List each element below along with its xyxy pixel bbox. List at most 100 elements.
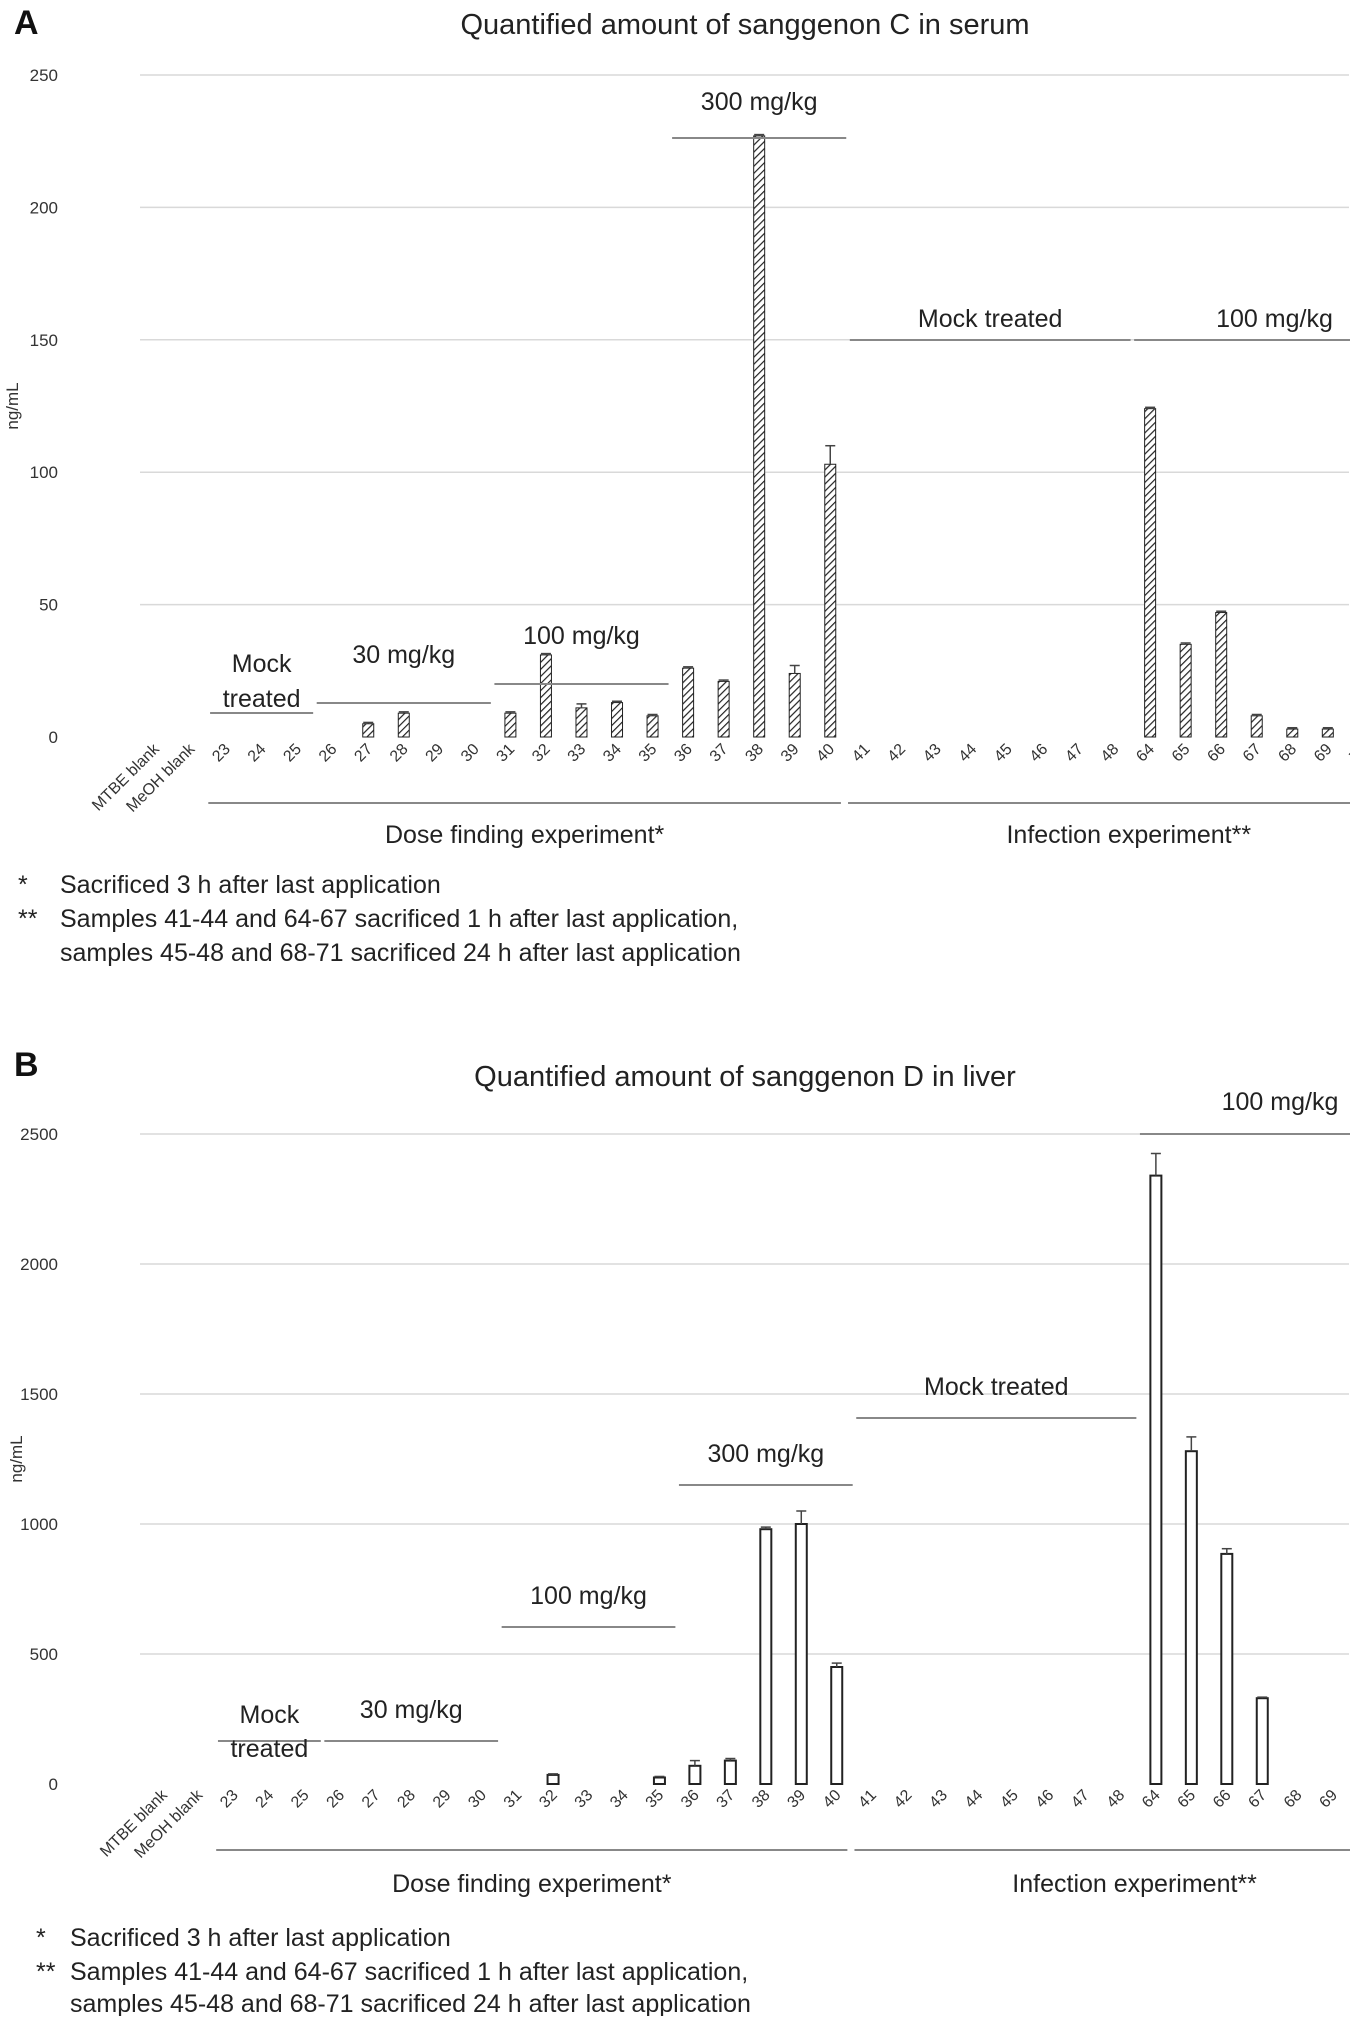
x-tick-label: 45 [991, 741, 1016, 766]
footnote-mark: * [36, 1924, 46, 1952]
footnote-text: samples 45-48 and 68-71 sacrificed 24 h … [60, 939, 741, 967]
x-tick-label: 36 [678, 1787, 703, 1812]
x-tick-label: 66 [1210, 1787, 1235, 1812]
bar-65 [1179, 643, 1192, 738]
group-label: 100 mg/kg [1222, 1088, 1339, 1116]
y-tick-label: 1500 [20, 1385, 58, 1404]
y-tick-label: 2500 [20, 1125, 58, 1144]
footnote-mark: * [18, 871, 28, 899]
bar-37 [723, 1759, 737, 1785]
y-tick-label: 500 [30, 1645, 58, 1664]
bar-36 [682, 667, 695, 738]
x-tick-label: 44 [956, 741, 981, 766]
x-tick-label: 69 [1311, 741, 1336, 766]
bar-66 [1220, 1552, 1234, 1786]
x-tick-label: 38 [749, 1787, 774, 1812]
x-tick-label: 70 [1347, 741, 1350, 766]
y-tick-label: 0 [49, 1775, 58, 1794]
bar-69 [1321, 728, 1334, 738]
x-tick-label: 37 [714, 1787, 739, 1812]
x-tick-label: 28 [394, 1787, 419, 1812]
bar-39 [788, 672, 801, 738]
x-tick-label: 31 [501, 1787, 526, 1812]
x-tick-label: 23 [209, 741, 234, 766]
x-tick-label: 35 [643, 1787, 668, 1812]
footnote-text: Samples 41-44 and 64-67 sacrificed 1 h a… [70, 1958, 748, 1986]
bar-38 [759, 1528, 773, 1786]
x-tick-label: 31 [494, 741, 519, 766]
x-tick-label: 29 [430, 1787, 455, 1812]
x-tick-label: 67 [1240, 741, 1265, 766]
x-tick-label: 33 [572, 1787, 597, 1812]
y-axis-label: ng/mL [7, 1435, 26, 1482]
panel-b: B Quantified amount of sanggenon D in liv… [0, 1010, 1350, 2018]
x-tick-label: 32 [536, 1787, 561, 1812]
bar-37 [717, 680, 730, 738]
y-tick-label: 200 [30, 198, 58, 217]
chart-b-svg: B Quantified amount of sanggenon D in liv… [7, 1046, 1350, 2018]
x-tick-label: 48 [1098, 741, 1123, 766]
x-tick-label: 41 [849, 741, 874, 766]
x-tick-label: 26 [316, 741, 341, 766]
bar-33 [575, 707, 588, 738]
bar-68 [1286, 728, 1299, 738]
group-label: Mock treated [924, 1373, 1069, 1401]
panel-a: A Quantified amount of sanggenon C in ser… [0, 0, 1350, 1010]
x-tick-label: 69 [1316, 1787, 1341, 1812]
x-tick-label: 25 [288, 1787, 313, 1812]
bar-32 [539, 654, 552, 738]
group-label: 100 mg/kg [523, 622, 640, 650]
bar-36 [688, 1764, 702, 1785]
bar-35 [652, 1776, 666, 1785]
group-label: 30 mg/kg [352, 641, 455, 669]
footnote-text: Samples 41-44 and 64-67 sacrificed 1 h a… [60, 905, 738, 933]
x-tick-label: 67 [1245, 1787, 1270, 1812]
x-tick-label: 68 [1281, 1787, 1306, 1812]
y-tick-label: 100 [30, 463, 58, 482]
x-tick-label: 46 [1033, 1787, 1058, 1812]
footnote-text: Sacrificed 3 h after last application [60, 871, 441, 899]
x-tick-label: 37 [707, 741, 732, 766]
x-tick-label: 42 [891, 1787, 916, 1812]
x-tick-label: 34 [607, 1787, 632, 1812]
group-label: 30 mg/kg [360, 1696, 463, 1724]
group-label: 100 mg/kg [530, 1582, 647, 1610]
footnote-mark: ** [36, 1958, 56, 1986]
chart-a-svg: A Quantified amount of sanggenon C in ser… [3, 4, 1350, 967]
group-label: Mock [240, 1701, 300, 1729]
bar-67 [1250, 715, 1263, 738]
bar-64 [1144, 408, 1157, 738]
x-tick-label: 64 [1139, 1787, 1164, 1812]
footnote-mark: ** [18, 905, 38, 933]
x-tick-label: 28 [387, 741, 412, 766]
bar-39 [794, 1523, 808, 1785]
x-tick-label: 24 [253, 1787, 278, 1812]
x-tick-label: 65 [1175, 1787, 1200, 1812]
x-tick-label: 24 [245, 741, 270, 766]
y-axis-label: ng/mL [3, 382, 22, 429]
group-label-line2: treated [223, 685, 301, 713]
bar-32 [546, 1773, 560, 1786]
bar-67 [1255, 1697, 1269, 1786]
group-label: 300 mg/kg [707, 1440, 824, 1468]
x-tick-label: 47 [1068, 1787, 1093, 1812]
footnote-text: Sacrificed 3 h after last application [70, 1924, 451, 1952]
panel-label: A [14, 4, 39, 42]
panel-label: B [14, 1046, 39, 1084]
x-tick-label: 36 [671, 741, 696, 766]
y-tick-label: 2000 [20, 1255, 58, 1274]
x-tick-label: 66 [1204, 741, 1229, 766]
x-tick-label: 64 [1133, 741, 1158, 766]
x-tick-label: 38 [742, 741, 767, 766]
x-tick-label: 34 [600, 741, 625, 766]
x-tick-label: 27 [359, 1787, 384, 1812]
y-tick-label: 150 [30, 331, 58, 350]
bar-35 [646, 715, 659, 738]
x-tick-label: 30 [465, 1787, 490, 1812]
bar-66 [1215, 612, 1228, 738]
bar-28 [397, 712, 410, 738]
group-label: Mock treated [918, 305, 1063, 333]
group-label: 300 mg/kg [701, 88, 818, 116]
chart-title: Quantified amount of sanggenon D in live… [474, 1061, 1016, 1093]
x-tick-label: 47 [1062, 741, 1087, 766]
